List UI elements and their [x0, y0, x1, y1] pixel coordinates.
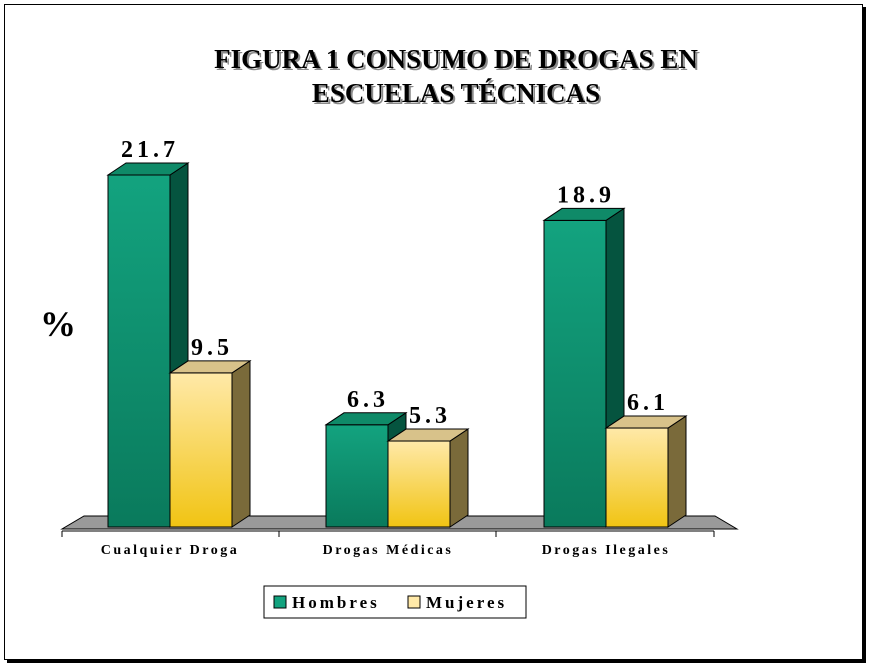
- x-tick-label-3: Drogas Ilegales: [542, 543, 671, 558]
- data-label-hombres-2: 6.3: [347, 387, 389, 413]
- bar-mujeres-2: [386, 428, 470, 528]
- bar-top: [168, 360, 252, 374]
- data-label-hombres-1: 21.7: [121, 137, 179, 163]
- bar-top: [106, 162, 190, 176]
- chart-title-line-1-shadow: FIGURA 1 CONSUMO DE DROGAS EN: [216, 46, 700, 76]
- bar-front: [325, 424, 389, 528]
- chart-title-line-2-shadow: ESCUELAS TÉCNICAS: [314, 80, 602, 110]
- data-labels-group: 21.7 9.5 6.3 5.3 18.9 6.1: [121, 137, 669, 429]
- bar-top: [604, 415, 688, 429]
- bar-top: [542, 207, 626, 221]
- chart-title-line-1: FIGURA 1 CONSUMO DE DROGAS EN: [214, 44, 698, 74]
- legend-box: [263, 585, 527, 619]
- y-axis-label: %: [40, 304, 76, 344]
- chart-title: FIGURA 1 CONSUMO DE DROGAS EN ESCUELAS T…: [214, 44, 700, 110]
- data-label-mujeres-3: 6.1: [627, 390, 669, 416]
- data-label-mujeres-1: 9.5: [191, 335, 233, 361]
- bar-side: [231, 359, 251, 528]
- legend-label-hombres: Hombres: [292, 593, 380, 612]
- legend: Hombres Mujeres: [263, 585, 527, 619]
- bar-front: [605, 427, 669, 528]
- bar-top: [324, 412, 408, 426]
- x-tick-label-1: Cualquier Droga: [101, 543, 240, 558]
- bar-top: [386, 428, 470, 442]
- x-tick-labels: Cualquier Droga Drogas Médicas Drogas Ileg…: [101, 543, 671, 558]
- bar-front: [543, 219, 607, 528]
- bars-group: [106, 162, 688, 528]
- bar-side: [449, 428, 469, 528]
- data-label-mujeres-2: 5.3: [409, 403, 451, 429]
- data-label-hombres-3: 18.9: [557, 182, 615, 208]
- bar-hombres-1: [106, 162, 190, 528]
- bar-front: [107, 174, 171, 528]
- bar-mujeres-3: [604, 415, 688, 528]
- legend-swatch-mujeres: [407, 595, 421, 609]
- x-tick-label-2: Drogas Médicas: [323, 543, 454, 558]
- bar-front: [169, 372, 233, 528]
- bar-side: [667, 415, 687, 528]
- legend-label-mujeres: Mujeres: [426, 593, 507, 612]
- bar-front: [387, 440, 451, 528]
- legend-swatch-hombres: [273, 595, 287, 609]
- bar-mujeres-1: [168, 359, 252, 528]
- chart-title-line-2: ESCUELAS TÉCNICAS: [312, 78, 600, 108]
